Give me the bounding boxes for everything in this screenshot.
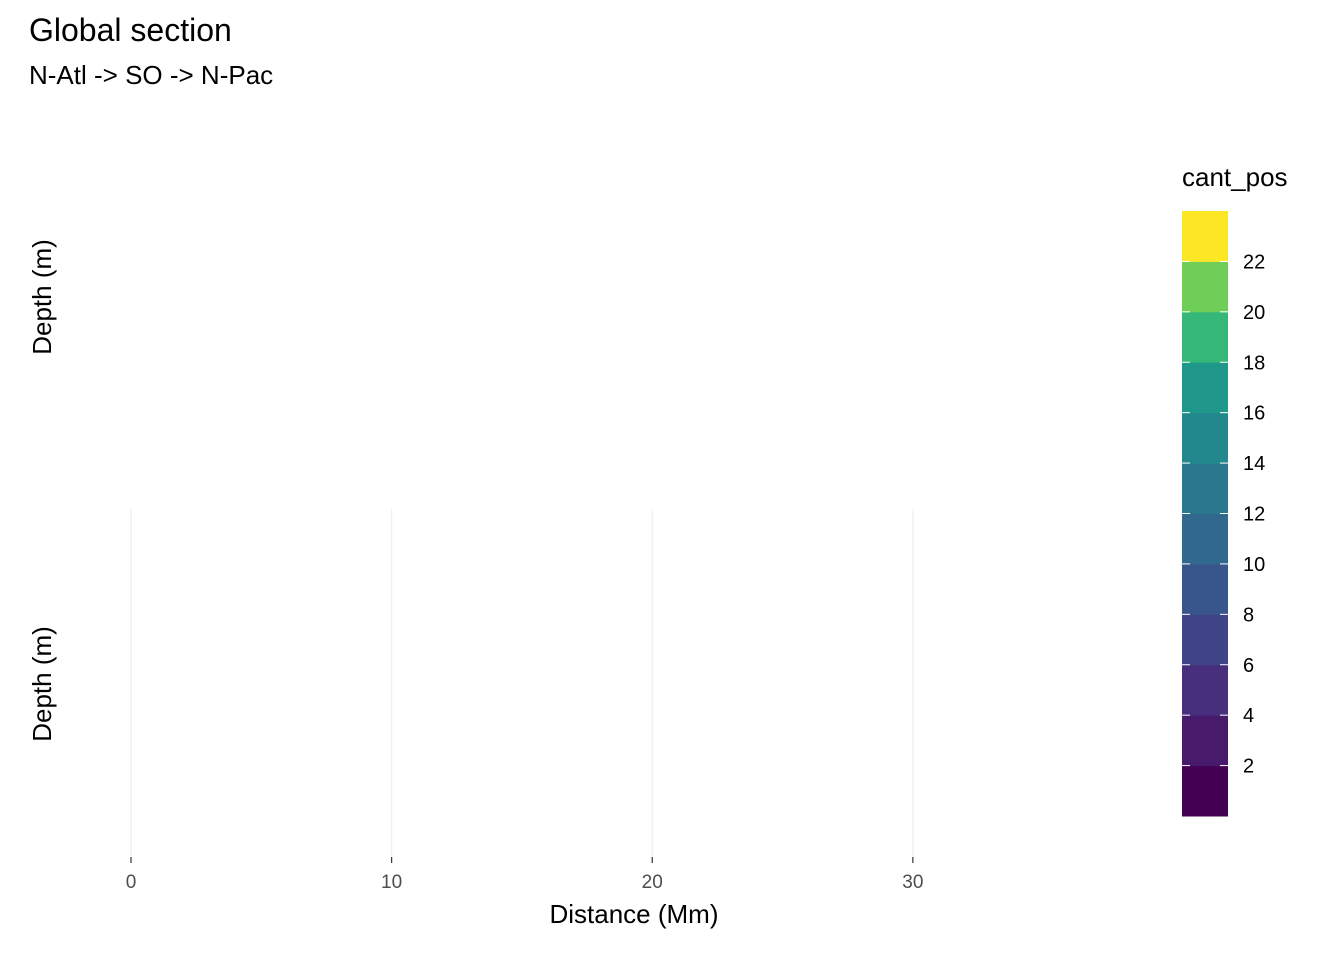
- seafloor-mask: [131, 509, 1137, 857]
- x-tick-label: 10: [381, 872, 402, 893]
- legend-swatch: [1182, 362, 1228, 414]
- station-gap: [965, 509, 971, 857]
- legend-label: 16: [1243, 403, 1265, 425]
- legend-label: 14: [1243, 453, 1265, 475]
- station-gap: [965, 122, 971, 471]
- legend-label: 12: [1243, 504, 1265, 526]
- legend-title: cant_pos: [1182, 162, 1288, 192]
- legend: cant_pos 2 4 6 8 10 12 14 16 18 20 22: [1182, 162, 1288, 817]
- legend-swatch: [1182, 664, 1228, 716]
- legend-label: 4: [1243, 705, 1254, 727]
- legend-swatch: [1182, 412, 1228, 464]
- legend-label: 22: [1243, 251, 1265, 273]
- gridlines: [0, 122, 913, 471]
- chart-subtitle: N-Atl -> SO -> N-Pac: [29, 60, 273, 90]
- legend-swatch: [1182, 563, 1228, 615]
- y-axis-title-lower: Depth (m): [27, 626, 57, 742]
- legend-swatch: [1182, 513, 1228, 565]
- x-tick-label: 20: [642, 872, 663, 893]
- x-axis: 0 10 20 30: [126, 857, 923, 893]
- legend-label: 18: [1243, 352, 1265, 374]
- legend-swatch: [1182, 311, 1228, 363]
- legend-swatch: [1182, 261, 1228, 313]
- gridlines: [130, 509, 914, 857]
- station-gap: [300, 122, 306, 471]
- x-axis-title: Distance (Mm): [549, 899, 718, 929]
- legend-label: 10: [1243, 554, 1265, 576]
- legend-label: 20: [1243, 302, 1265, 324]
- legend-swatch: [1182, 614, 1228, 666]
- legend-swatch: [1182, 463, 1228, 514]
- lower-facet-panel: 1000200030004000: [130, 509, 1137, 857]
- station-gap: [300, 509, 306, 857]
- legend-swatch: [1182, 715, 1228, 767]
- legend-swatch: [1182, 765, 1228, 817]
- chart-title: Global section: [29, 12, 232, 48]
- legend-label: 2: [1243, 756, 1254, 778]
- x-tick-label: 30: [902, 872, 923, 893]
- y-axis-title-upper: Depth (m): [27, 239, 57, 355]
- legend-label: 6: [1243, 655, 1254, 677]
- legend-swatch: [1182, 211, 1228, 262]
- upper-facet-panel: 0100200300400500: [0, 122, 971, 471]
- x-tick-label: 0: [126, 872, 137, 893]
- legend-label: 8: [1243, 604, 1254, 626]
